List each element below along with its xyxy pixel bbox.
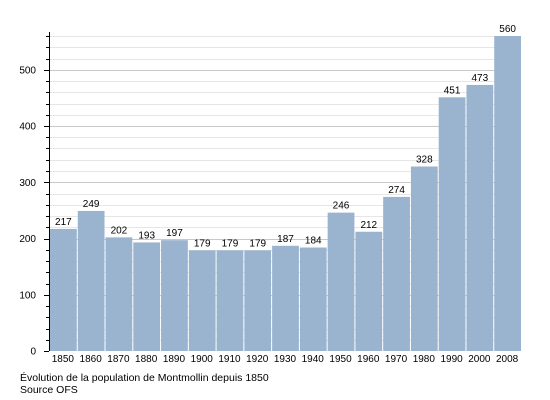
data-label-1910: 179 bbox=[222, 238, 239, 249]
x-tick-label-1910: 1910 bbox=[218, 354, 241, 365]
bar-1980 bbox=[410, 166, 438, 351]
bar-1900 bbox=[188, 250, 216, 351]
x-tick-label-1930: 1930 bbox=[274, 354, 297, 365]
x-tick-label-1880: 1880 bbox=[135, 354, 158, 365]
bar-1880 bbox=[133, 242, 161, 351]
x-tick-label-2008: 2008 bbox=[496, 354, 519, 365]
bar-1870 bbox=[105, 237, 133, 351]
bar-1910 bbox=[216, 250, 244, 351]
x-tick-label-1900: 1900 bbox=[191, 354, 214, 365]
bar-1890 bbox=[161, 240, 188, 351]
data-label-1950: 246 bbox=[333, 201, 350, 212]
y-tick-label-300: 300 bbox=[19, 178, 36, 189]
x-tick-label-2000: 2000 bbox=[468, 354, 491, 365]
data-label-1860: 249 bbox=[83, 199, 100, 210]
data-label-2008: 560 bbox=[499, 24, 516, 35]
labels: 2171850249186020218701931880197189017919… bbox=[19, 24, 518, 365]
data-label-1990: 451 bbox=[444, 85, 461, 96]
chart-caption: Évolution de la population de Montmollin… bbox=[20, 372, 269, 384]
data-label-2000: 473 bbox=[472, 73, 489, 84]
axes bbox=[44, 32, 50, 352]
data-label-1930: 187 bbox=[277, 234, 294, 245]
x-tick-label-1890: 1890 bbox=[163, 354, 186, 365]
x-tick-label-1920: 1920 bbox=[246, 354, 269, 365]
data-label-1920: 179 bbox=[249, 238, 266, 249]
x-tick-label-1850: 1850 bbox=[52, 354, 75, 365]
bar-1940 bbox=[299, 247, 327, 351]
data-label-1880: 193 bbox=[138, 230, 155, 241]
data-label-1960: 212 bbox=[360, 220, 377, 231]
data-label-1940: 184 bbox=[305, 236, 322, 247]
x-tick-label-1860: 1860 bbox=[80, 354, 103, 365]
data-label-1980: 328 bbox=[416, 155, 433, 166]
data-label-1970: 274 bbox=[388, 185, 405, 196]
x-tick-label-1940: 1940 bbox=[302, 354, 325, 365]
y-tick-label-500: 500 bbox=[19, 65, 36, 76]
bar-1850 bbox=[50, 228, 77, 351]
data-label-1890: 197 bbox=[166, 228, 183, 239]
x-tick-label-1960: 1960 bbox=[357, 354, 380, 365]
y-tick-label-200: 200 bbox=[19, 234, 36, 245]
x-tick-label-1870: 1870 bbox=[107, 354, 130, 365]
y-tick-label-100: 100 bbox=[19, 290, 36, 301]
y-tick-label-400: 400 bbox=[19, 122, 36, 133]
bar-1990 bbox=[438, 97, 466, 351]
bars bbox=[50, 36, 521, 351]
bar-1930 bbox=[272, 245, 299, 351]
bar-1960 bbox=[355, 231, 383, 351]
bar-2008 bbox=[494, 36, 521, 351]
x-tick-label-1970: 1970 bbox=[385, 354, 408, 365]
bar-1920 bbox=[244, 250, 272, 351]
bar-2000 bbox=[466, 84, 494, 351]
y-tick-label-0: 0 bbox=[30, 347, 36, 358]
data-label-1900: 179 bbox=[194, 238, 211, 249]
bar-1860 bbox=[77, 210, 105, 351]
data-label-1870: 202 bbox=[111, 225, 128, 236]
bar-1970 bbox=[383, 196, 410, 351]
x-tick-label-1950: 1950 bbox=[329, 354, 352, 365]
x-tick-label-1980: 1980 bbox=[413, 354, 436, 365]
data-label-1850: 217 bbox=[55, 217, 72, 228]
x-tick-label-1990: 1990 bbox=[440, 354, 463, 365]
chart-source: Source OFS bbox=[20, 384, 78, 396]
bar-1950 bbox=[327, 212, 355, 351]
